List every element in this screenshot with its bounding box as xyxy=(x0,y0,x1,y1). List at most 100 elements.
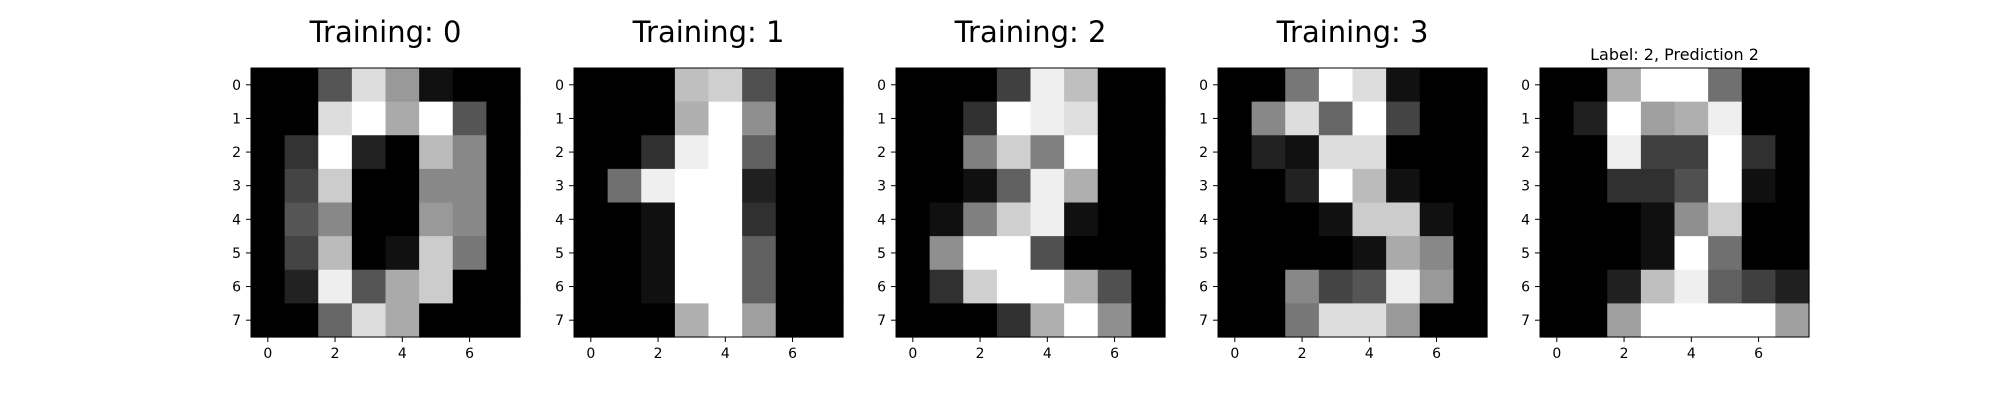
pixel-cell xyxy=(1251,135,1286,170)
pixel-cell xyxy=(708,269,743,304)
pixel-cell xyxy=(351,236,387,271)
y-tick-label: 5 xyxy=(555,246,564,262)
pixel-cell xyxy=(809,68,844,103)
pixel-cell xyxy=(641,135,676,170)
pixel-cell xyxy=(996,68,1032,103)
pixel-cell xyxy=(1640,168,1676,204)
pixel-cell xyxy=(809,303,844,338)
pixel-cell xyxy=(385,269,420,304)
pixel-cell xyxy=(486,168,521,204)
digit-panel-2: Training: 2 0 2 4 6 0 1 2 3 4 5 6 7 xyxy=(877,15,1166,362)
pixel-cell xyxy=(1453,236,1488,271)
pixel-cell xyxy=(419,202,454,237)
pixel-cell xyxy=(1251,303,1286,338)
x-tick-label: 6 xyxy=(1432,346,1441,362)
pixel-cell xyxy=(419,135,454,170)
pixel-cell xyxy=(1097,68,1132,103)
pixel-cell xyxy=(452,303,487,338)
pixel-cell xyxy=(1030,202,1065,237)
x-tick-label: 4 xyxy=(398,346,407,362)
pixel-cell xyxy=(641,202,676,237)
pixel-cell xyxy=(1131,168,1166,204)
x-tick-label: 6 xyxy=(1110,346,1119,362)
pixel-cell xyxy=(385,68,420,103)
pixel-cell xyxy=(996,269,1032,304)
pixel-cell xyxy=(351,269,387,304)
pixel-cell xyxy=(1352,135,1387,170)
pixel-cell xyxy=(996,202,1032,237)
pixel-cell xyxy=(574,236,609,271)
pixel-cell xyxy=(1097,101,1132,136)
pixel-cell xyxy=(1097,236,1132,271)
pixel-cell xyxy=(1540,303,1575,338)
pixel-cell xyxy=(1318,168,1354,204)
pixel-cell xyxy=(1741,269,1776,304)
pixel-cell xyxy=(452,236,487,271)
pixel-cell xyxy=(1352,168,1387,204)
pixel-cell xyxy=(419,236,454,271)
y-tick-label: 4 xyxy=(1199,212,1208,228)
pixel-cell xyxy=(896,269,931,304)
pixel-cell xyxy=(674,168,710,204)
panel-title: Training: 1 xyxy=(632,15,785,49)
pixel-cell xyxy=(574,269,609,304)
pixel-cell xyxy=(251,101,286,136)
pixel-cell xyxy=(1453,202,1488,237)
pixel-cell xyxy=(896,236,931,271)
pixel-cell xyxy=(674,269,710,304)
pixel-cell xyxy=(1318,303,1354,338)
pixel-cell xyxy=(1318,135,1354,170)
pixel-cell xyxy=(1573,101,1608,136)
pixel-cell xyxy=(674,303,710,338)
y-tick-label: 6 xyxy=(232,280,241,296)
pixel-cell xyxy=(963,303,998,338)
pixel-cell xyxy=(1607,303,1642,338)
y-tick-label: 7 xyxy=(1521,313,1530,329)
pixel-cell xyxy=(1386,269,1421,304)
panel-title: Training: 3 xyxy=(1276,15,1429,49)
pixel-cell xyxy=(809,269,844,304)
pixel-cell xyxy=(641,269,676,304)
y-tick-label: 1 xyxy=(1521,111,1530,127)
pixel-cell xyxy=(896,303,931,338)
x-tick-label: 0 xyxy=(586,346,595,362)
pixel-cell xyxy=(284,101,319,136)
pixel-cell xyxy=(929,303,964,338)
y-tick-label: 5 xyxy=(1199,246,1208,262)
y-tick-label: 1 xyxy=(877,111,886,127)
pixel-cell xyxy=(1741,168,1776,204)
pixel-cell xyxy=(1386,68,1421,103)
pixel-cell xyxy=(742,236,777,271)
pixel-cell xyxy=(318,303,353,338)
pixel-cell xyxy=(1674,68,1709,103)
pixel-cell xyxy=(574,68,609,103)
pixel-cell xyxy=(1674,202,1709,237)
pixel-cell xyxy=(385,236,420,271)
pixel-cell xyxy=(996,168,1032,204)
pixel-cell xyxy=(1386,303,1421,338)
pixel-cell xyxy=(1640,68,1676,103)
x-tick-label: 0 xyxy=(908,346,917,362)
y-tick-label: 6 xyxy=(1199,280,1208,296)
pixel-cell xyxy=(1097,135,1132,170)
x-tick-label: 4 xyxy=(1043,346,1052,362)
pixel-cell xyxy=(452,168,487,204)
pixel-cell xyxy=(486,101,521,136)
pixel-cell xyxy=(1030,168,1065,204)
pixel-cell xyxy=(486,202,521,237)
pixel-cell xyxy=(607,135,642,170)
pixel-cell xyxy=(1775,236,1810,271)
pixel-cell xyxy=(641,303,676,338)
pixel-cell xyxy=(1607,269,1642,304)
x-tick-label: 2 xyxy=(976,346,985,362)
x-tick-label: 6 xyxy=(788,346,797,362)
pixel-cell xyxy=(775,101,810,136)
axes-frame xyxy=(573,67,844,338)
pixel-cell xyxy=(775,202,810,237)
pixel-cell xyxy=(419,168,454,204)
y-tick-label: 5 xyxy=(1521,246,1530,262)
pixel-cell xyxy=(1030,101,1065,136)
pixel-cell xyxy=(318,135,353,170)
pixel-cell xyxy=(1573,202,1608,237)
